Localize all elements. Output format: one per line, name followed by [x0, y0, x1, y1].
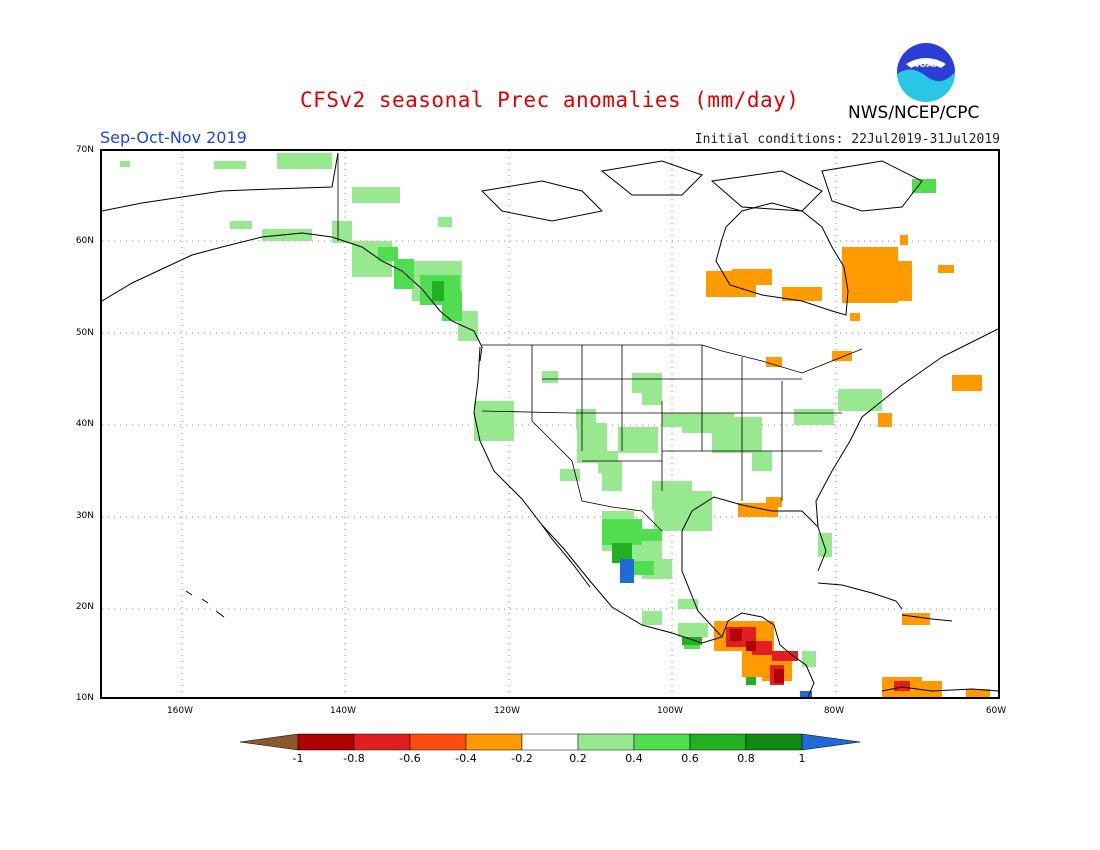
agency-label: NWS/NCEP/CPC: [848, 103, 980, 123]
logo-text: NOAA: [912, 60, 941, 70]
colorbar-tick: -0.2: [511, 752, 533, 765]
noaa-logo: NOAA: [897, 43, 956, 102]
colorbar-bin: [689, 733, 747, 751]
colorbar-tick: 0.8: [737, 752, 755, 765]
lon-label-120w: 120W: [493, 706, 521, 716]
borders: [337, 153, 863, 532]
lat-label-10n: 10N: [75, 693, 94, 703]
colorbar-tick: -1: [292, 752, 304, 765]
map-frame: [100, 149, 1000, 699]
colorbar-bin: [353, 733, 411, 751]
lat-label-20n: 20N: [75, 602, 94, 612]
colorbar-max-arrow: [801, 733, 861, 751]
colorbar-tick: 0.2: [569, 752, 587, 765]
lat-label-60n: 60N: [75, 236, 94, 246]
map-canvas: [101, 151, 999, 698]
colorbar-bin: [745, 733, 803, 751]
anomaly-shading: [120, 153, 990, 697]
colorbar-bin: [577, 733, 635, 751]
lon-label-160w: 160W: [166, 706, 194, 716]
colorbar-bin: [409, 733, 467, 751]
lon-label-60w: 60W: [985, 706, 1007, 716]
colorbar-bin: [465, 733, 523, 751]
lat-label-30n: 30N: [75, 511, 94, 521]
season-label: Sep-Oct-Nov 2019: [100, 128, 247, 147]
lat-label-70n: 70N: [75, 145, 94, 155]
colorbar-min-arrow: [240, 733, 299, 751]
lon-label-140w: 140W: [329, 706, 357, 716]
page-title: CFSv2 seasonal Prec anomalies (mm/day): [300, 88, 800, 112]
colorbar-tick: -0.4: [455, 752, 477, 765]
lat-label-40n: 40N: [75, 419, 94, 429]
colorbar-tick: 0.4: [625, 752, 643, 765]
colorbar-tick: 1: [798, 752, 806, 765]
colorbar-bin: [521, 733, 579, 751]
lon-label-80w: 80W: [823, 706, 845, 716]
color-bar: [240, 733, 861, 751]
coastlines: [101, 152, 999, 698]
lat-label-50n: 50N: [75, 328, 94, 338]
lon-label-100w: 100W: [656, 706, 684, 716]
colorbar-tick: -0.6: [399, 752, 421, 765]
colorbar-tick: 0.6: [681, 752, 699, 765]
colorbar-tick: -0.8: [343, 752, 365, 765]
colorbar-bin: [633, 733, 691, 751]
gridlines: [102, 151, 998, 697]
colorbar-bin: [297, 733, 355, 751]
initial-conditions-label: Initial conditions: 22Jul2019-31Jul2019: [694, 132, 1000, 147]
